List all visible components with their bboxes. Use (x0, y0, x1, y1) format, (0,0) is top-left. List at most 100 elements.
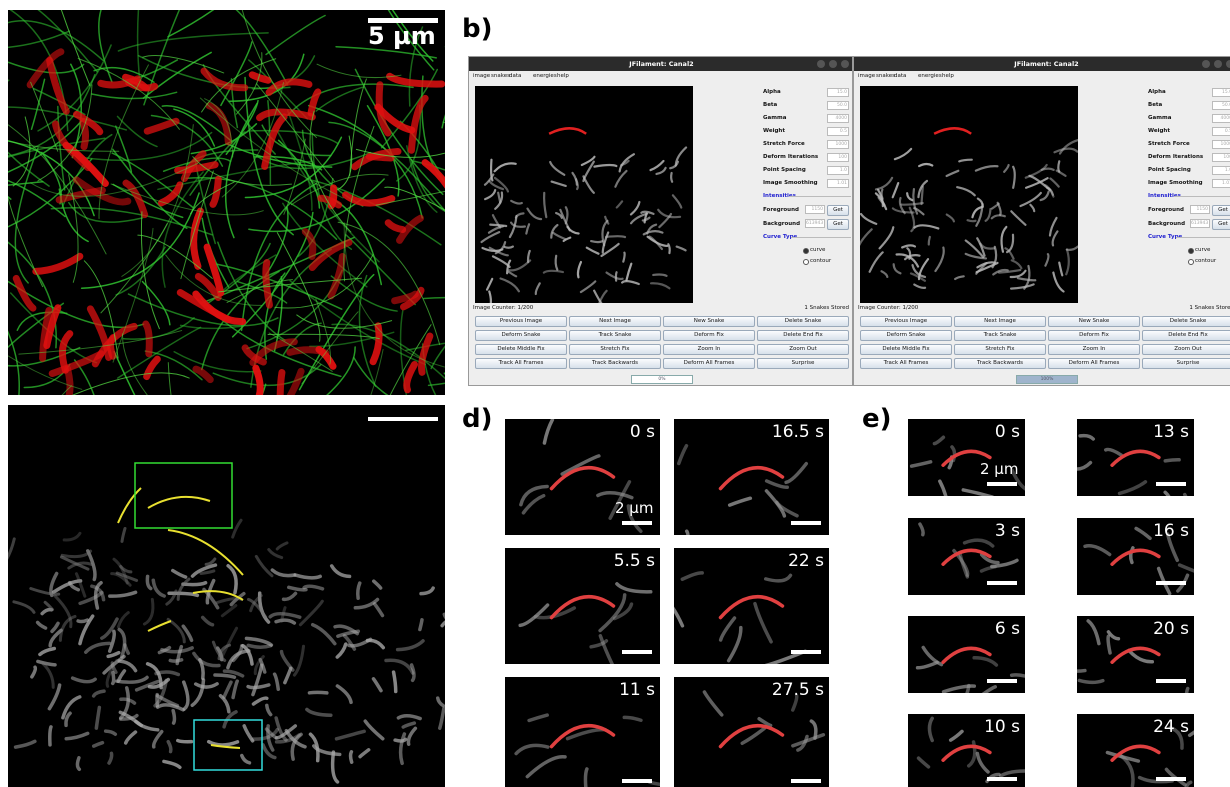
param-value[interactable]: 1000 (1212, 140, 1230, 149)
param-value[interactable]: 15.0 (1212, 88, 1230, 97)
filament (96, 707, 99, 728)
menu-item[interactable]: energies (533, 73, 557, 79)
param-label: Deform Iterations (1148, 154, 1203, 160)
window-control[interactable] (1202, 60, 1210, 68)
param-value[interactable]: 1000 (827, 140, 849, 149)
button[interactable]: Delete Snake (1142, 316, 1230, 327)
filament (505, 247, 513, 248)
intensity-value[interactable]: 1150 (1190, 205, 1210, 214)
radio[interactable] (803, 259, 809, 265)
button[interactable]: New Snake (1048, 316, 1140, 327)
button[interactable]: Delete Middle Fix (860, 344, 952, 355)
button[interactable]: Next Image (954, 316, 1046, 327)
param-value[interactable]: 0.5 (1212, 127, 1230, 136)
menu-item[interactable]: data (894, 73, 906, 79)
get-button[interactable]: Get (827, 219, 849, 230)
param-value[interactable]: 100 (1212, 153, 1230, 162)
button[interactable]: Deform All Frames (1048, 358, 1140, 369)
menu-item[interactable]: energies (918, 73, 942, 79)
button[interactable]: Zoom Out (757, 344, 849, 355)
button[interactable]: Deform Fix (1048, 330, 1140, 341)
button[interactable]: Previous Image (860, 316, 952, 327)
param-value[interactable]: 1.0 (827, 166, 849, 175)
param-value[interactable]: 50.0 (1212, 101, 1230, 110)
param-value[interactable]: 15.0 (827, 88, 849, 97)
button[interactable]: Delete Middle Fix (475, 344, 567, 355)
filament (1129, 650, 1152, 661)
panel-label: e) (862, 404, 892, 434)
button[interactable]: Deform All Frames (663, 358, 755, 369)
radio[interactable] (803, 248, 809, 254)
button[interactable]: Surprise (757, 358, 849, 369)
intensity-value[interactable]: 1150 (805, 205, 825, 214)
radio[interactable] (1188, 259, 1194, 265)
get-button[interactable]: Get (827, 205, 849, 216)
filament (1165, 492, 1172, 496)
filament (959, 160, 972, 162)
button[interactable]: Track Backwards (954, 358, 1046, 369)
scale-bar (368, 417, 438, 421)
button[interactable]: Zoom In (663, 344, 755, 355)
filament (307, 709, 331, 715)
button[interactable]: Track Backwards (569, 358, 661, 369)
filament (194, 653, 219, 665)
param-value[interactable]: 1.01 (1212, 179, 1230, 188)
button[interactable]: Deform Snake (475, 330, 567, 341)
filament (285, 668, 291, 682)
get-button[interactable]: Get (1212, 219, 1230, 230)
button[interactable]: Previous Image (475, 316, 567, 327)
button[interactable]: New Snake (663, 316, 755, 327)
menu-item[interactable]: help (942, 73, 954, 79)
window-control[interactable] (1214, 60, 1222, 68)
param-value[interactable]: 1.01 (827, 179, 849, 188)
param-value[interactable]: 4000 (827, 114, 849, 123)
menu-item[interactable]: snakes (491, 73, 510, 79)
button[interactable]: Delete End Fix (757, 330, 849, 341)
window-control[interactable] (817, 60, 825, 68)
filament (73, 678, 96, 682)
menu-item[interactable]: image (473, 73, 490, 79)
scale-bar-label: 2 µm (980, 460, 1018, 478)
intensity-value[interactable]: 613943 (805, 219, 825, 228)
button[interactable]: Stretch Fix (954, 344, 1046, 355)
button[interactable]: Zoom Out (1142, 344, 1230, 355)
button[interactable]: Track All Frames (475, 358, 567, 369)
filament (373, 679, 381, 691)
filament (42, 610, 51, 614)
button[interactable]: Track All Frames (860, 358, 952, 369)
param-value[interactable]: 50.0 (827, 101, 849, 110)
filament (1030, 205, 1034, 211)
button[interactable]: Track Snake (954, 330, 1046, 341)
button[interactable]: Deform Snake (860, 330, 952, 341)
param-value[interactable]: 4000 (1212, 114, 1230, 123)
param-value[interactable]: 100 (827, 153, 849, 162)
param-value[interactable]: 1.0 (1212, 166, 1230, 175)
filament (276, 620, 294, 623)
button[interactable]: Delete End Fix (1142, 330, 1230, 341)
button[interactable]: Surprise (1142, 358, 1230, 369)
menu-item[interactable]: help (557, 73, 569, 79)
button[interactable]: Stretch Fix (569, 344, 661, 355)
window-control[interactable] (829, 60, 837, 68)
button[interactable]: Delete Snake (757, 316, 849, 327)
button[interactable]: Deform Fix (663, 330, 755, 341)
filament (567, 227, 578, 234)
button[interactable]: Next Image (569, 316, 661, 327)
menu-item[interactable]: data (509, 73, 521, 79)
button[interactable]: Zoom In (1048, 344, 1140, 355)
filament (516, 213, 524, 217)
menu-item[interactable]: snakes (876, 73, 895, 79)
get-button[interactable]: Get (1212, 205, 1230, 216)
intensity-value[interactable]: 613943 (1190, 219, 1210, 228)
filament (398, 641, 423, 650)
param-label: Alpha (763, 89, 781, 95)
filament (585, 769, 586, 787)
window-control[interactable] (841, 60, 849, 68)
window-control[interactable] (1226, 60, 1230, 68)
button[interactable]: Track Snake (569, 330, 661, 341)
menu-item[interactable]: image (858, 73, 875, 79)
param-value[interactable]: 0.5 (827, 127, 849, 136)
snake-curve (552, 468, 614, 489)
filament (624, 717, 641, 720)
radio[interactable] (1188, 248, 1194, 254)
